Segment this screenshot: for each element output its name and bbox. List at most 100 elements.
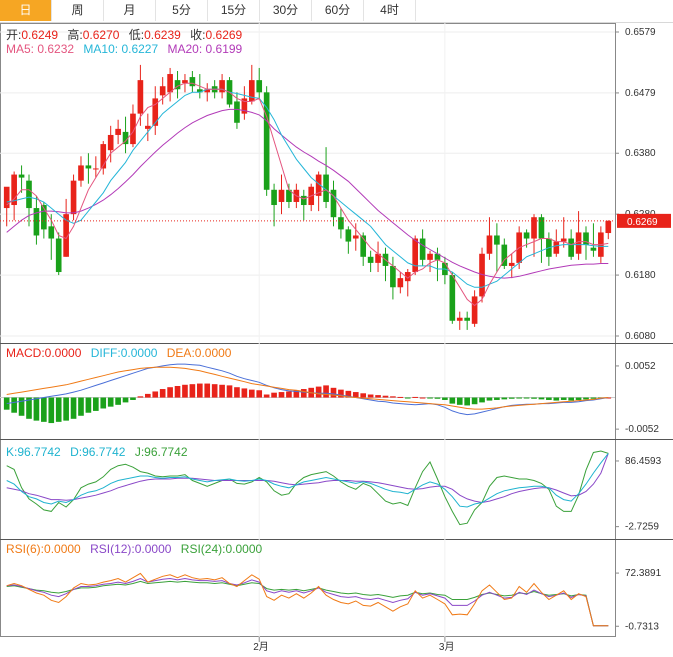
macd-bar [523, 397, 530, 399]
candle-body [486, 235, 493, 254]
ma20-line [6, 108, 609, 279]
macd-bar [211, 384, 218, 398]
macd-bar [508, 397, 515, 399]
tab-60min[interactable]: 60分 [312, 0, 364, 21]
dea-readout: DEA:0.0000 [166, 346, 232, 360]
candle-body [241, 98, 248, 114]
macd-bar [486, 397, 493, 401]
macd-bar [546, 397, 552, 400]
tab-day[interactable]: 日 [0, 0, 52, 21]
rsi-legend: RSI(6):0.0000 RSI(12):0.0000 RSI(24):0.0… [6, 542, 268, 556]
candle-body [18, 174, 25, 178]
macd-bar [293, 390, 300, 398]
close-readout: 收:0.6269 [190, 28, 243, 42]
axes: 0.65790.64790.63800.62800.61800.60800.62… [253, 27, 671, 653]
chart-frame [0, 23, 673, 637]
candle-body [137, 80, 144, 114]
tab-week[interactable]: 周 [52, 0, 104, 21]
k-line [6, 453, 609, 508]
macd-tick-label: 0.0052 [625, 361, 656, 372]
macd-bar [501, 397, 508, 400]
macd-bar [152, 391, 159, 398]
macd-bar [479, 397, 485, 403]
candle-body [145, 125, 151, 129]
candle-body [590, 247, 597, 251]
price-tick-label: 0.6579 [625, 27, 656, 38]
j-readout: J:96.7742 [134, 445, 188, 459]
candle-body [174, 80, 181, 90]
candle-body [263, 92, 270, 190]
d-readout: D:96.7742 [70, 445, 126, 459]
price-tick-label: 0.6479 [625, 88, 656, 99]
candle-body [152, 98, 159, 126]
candle-body [189, 77, 196, 87]
rsi24-readout: RSI(24):0.0000 [180, 542, 263, 556]
candle-body [41, 205, 47, 230]
macd-bar [375, 395, 381, 398]
macd-bar [568, 397, 574, 401]
macd-bar [167, 387, 173, 398]
macd-bar [390, 396, 396, 398]
macd-bar [174, 385, 181, 398]
macd-bar [93, 397, 99, 411]
candle-body [70, 180, 77, 215]
candle-body [494, 235, 500, 245]
candle-body [501, 244, 508, 266]
ma20-readout: MA20: 0.6199 [167, 42, 243, 56]
macd-bar [278, 392, 285, 398]
macd-bar [531, 397, 537, 399]
macd-bar [182, 384, 188, 398]
candle-body [204, 89, 211, 93]
macd-bar [575, 397, 582, 400]
macd-bar [449, 397, 456, 404]
price-panel [0, 64, 615, 330]
candle-body [464, 317, 470, 321]
candle-body [234, 101, 240, 123]
candle-body [300, 195, 307, 206]
rsi12-readout: RSI(12):0.0000 [90, 542, 172, 556]
tab-4hour[interactable]: 4时 [364, 0, 416, 21]
candle-body [315, 174, 322, 196]
macd-bar [85, 397, 92, 413]
candle-body [508, 262, 515, 266]
price-tick-label: 0.6080 [625, 331, 656, 342]
tab-30min[interactable]: 30分 [260, 0, 312, 21]
macd-bar [360, 393, 367, 398]
candle-body [271, 189, 277, 206]
macd-bar [494, 397, 500, 400]
macd-bar [26, 397, 32, 419]
candle-body [412, 238, 419, 273]
candle-body [167, 74, 173, 93]
candle-body [560, 238, 567, 242]
plot-border [0, 23, 616, 637]
rsi-tick-label: -0.7313 [625, 621, 659, 632]
macd-bar [271, 392, 277, 398]
macd-bar [70, 397, 77, 419]
macd-bar [345, 390, 352, 398]
candle-body [375, 253, 381, 263]
macd-bar [516, 397, 522, 399]
x-tick-label: 2月 [253, 641, 269, 653]
low-readout: 低:0.6239 [128, 28, 181, 42]
macd-bar [48, 397, 55, 424]
macd-bar [583, 397, 589, 400]
candle-body [338, 217, 344, 230]
candle-body [100, 144, 107, 169]
candle-body [63, 214, 69, 257]
tab-15min[interactable]: 15分 [208, 0, 260, 21]
macd-bar [130, 397, 136, 400]
diff-readout: DIFF:0.0000 [90, 346, 158, 360]
macd-bar [471, 397, 478, 405]
candle-body [523, 232, 530, 239]
macd-bar [323, 385, 329, 398]
rsi12-line [6, 577, 609, 627]
d-line [6, 453, 609, 504]
macd-bar [419, 397, 426, 399]
macd-bar [300, 389, 307, 398]
macd-bar [338, 389, 344, 398]
tab-5min[interactable]: 5分 [156, 0, 208, 21]
dea-line [6, 366, 609, 410]
candle-body [93, 168, 99, 170]
tab-month[interactable]: 月 [104, 0, 156, 21]
